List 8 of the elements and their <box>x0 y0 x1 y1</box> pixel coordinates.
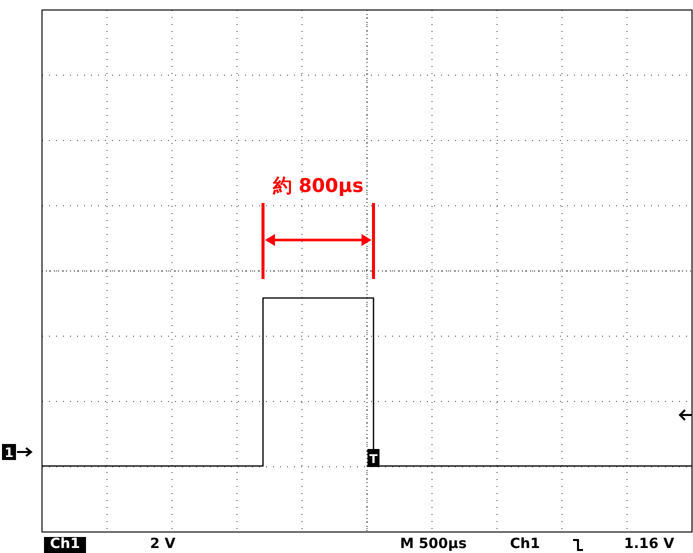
text: Ch1 <box>50 536 80 552</box>
text: M 500µs <box>400 536 467 552</box>
text: Ch1 <box>510 536 540 552</box>
annotation: T <box>369 452 378 466</box>
text: 約 800μs <box>272 175 364 197</box>
text: 1 <box>4 446 14 461</box>
text: 1.16 V <box>624 536 674 552</box>
text: 2 V <box>150 536 176 552</box>
